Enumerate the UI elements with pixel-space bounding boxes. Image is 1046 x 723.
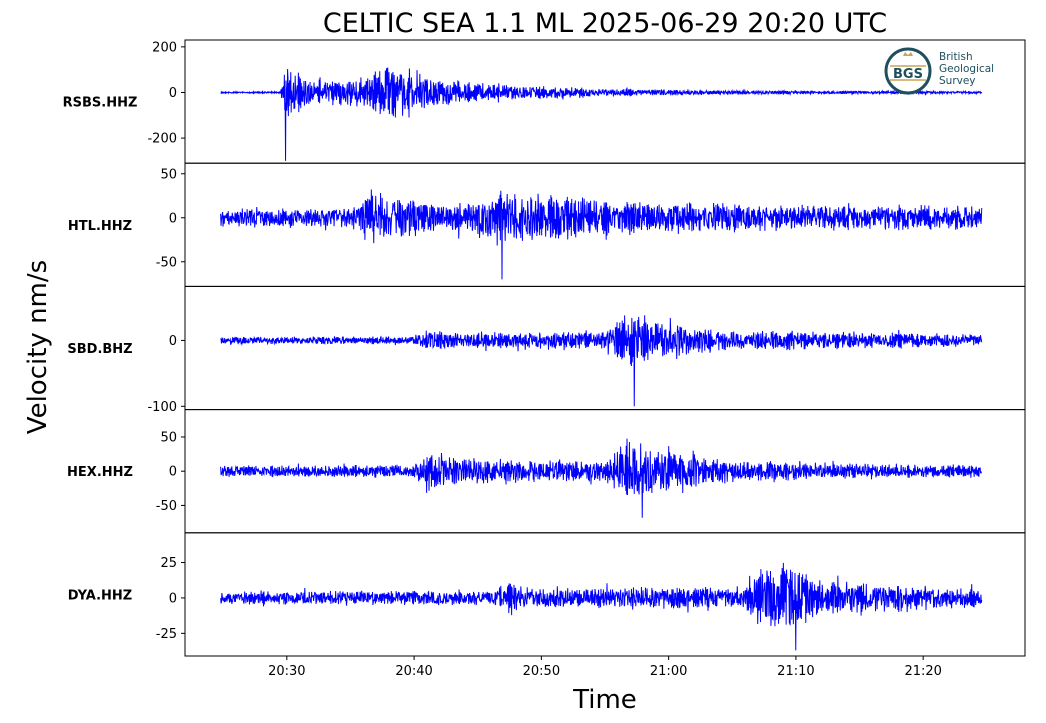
station-label: RSBS.HHZ	[63, 96, 138, 111]
y-tick-label: 0	[169, 591, 177, 606]
waveform-trace	[220, 562, 983, 651]
logo-line-3: Survey	[939, 75, 976, 87]
waveform-trace	[220, 189, 983, 280]
y-tick-label: 0	[169, 86, 177, 101]
y-tick-label: 50	[160, 167, 177, 182]
bgs-seal-icon: BGS	[884, 47, 932, 95]
x-tick-label: 21:20	[904, 664, 941, 679]
panel-sbd-bhz: 0 -100 SBD.BHZ	[67, 285, 1026, 415]
y-tick-label: 25	[160, 556, 177, 571]
panel-frame	[184, 285, 1026, 411]
y-axis-label: Velocity nm/s	[23, 260, 53, 434]
y-tick-label: -50	[156, 255, 177, 270]
logo-line-2: Geological	[939, 63, 995, 75]
x-axis-ticks: 20:30 20:40 20:50 21:00 21:10 21:20	[268, 656, 942, 679]
station-label: HTL.HHZ	[68, 219, 132, 234]
station-label: SBD.BHZ	[67, 342, 132, 357]
y-tick-label: -100	[147, 400, 177, 415]
panel-frame	[184, 532, 1026, 657]
y-tick-label: 50	[160, 430, 177, 445]
waveform-trace	[220, 67, 983, 161]
y-tick-label: -200	[147, 132, 177, 147]
logo-initials: BGS	[893, 67, 923, 82]
panel-htl-hhz: 50 0 -50 HTL.HHZ	[68, 162, 1026, 287]
x-tick-label: 20:50	[523, 664, 560, 679]
station-label: DYA.HHZ	[68, 588, 132, 603]
logo-wordmark: British Geological Survey	[939, 51, 994, 87]
x-tick-label: 21:10	[777, 664, 814, 679]
station-label: HEX.HHZ	[67, 465, 133, 480]
y-tick-label: 0	[169, 211, 177, 226]
y-tick-label: 0	[169, 465, 177, 480]
bgs-logo: BGS British Geological Survey	[884, 47, 1004, 97]
trace-panels: 200 0 -200 RSBS.HHZ 50 0 -50 HTL.HHZ 0 -100 SBD.BH…	[63, 39, 1026, 657]
panel-dya-hhz: 25 0 -25 DYA.HHZ	[68, 532, 1026, 657]
x-tick-label: 20:30	[268, 664, 305, 679]
panel-rsbs-hhz: 200 0 -200 RSBS.HHZ	[63, 39, 1026, 164]
logo-line-1: British	[939, 51, 973, 63]
y-tick-label: -25	[156, 627, 177, 642]
x-tick-label: 20:40	[395, 664, 432, 679]
x-tick-label: 21:00	[650, 664, 687, 679]
y-tick-label: 0	[169, 334, 177, 349]
panel-hex-hhz: 50 0 -50 HEX.HHZ	[67, 409, 1026, 534]
waveform-trace	[220, 315, 983, 407]
chart-title: CELTIC SEA 1.1 ML 2025-06-29 20:20 UTC	[323, 8, 887, 39]
y-tick-label: 200	[152, 40, 177, 55]
y-tick-label: -50	[156, 499, 177, 514]
waveform-trace	[220, 438, 983, 518]
x-axis-label: Time	[572, 685, 637, 715]
